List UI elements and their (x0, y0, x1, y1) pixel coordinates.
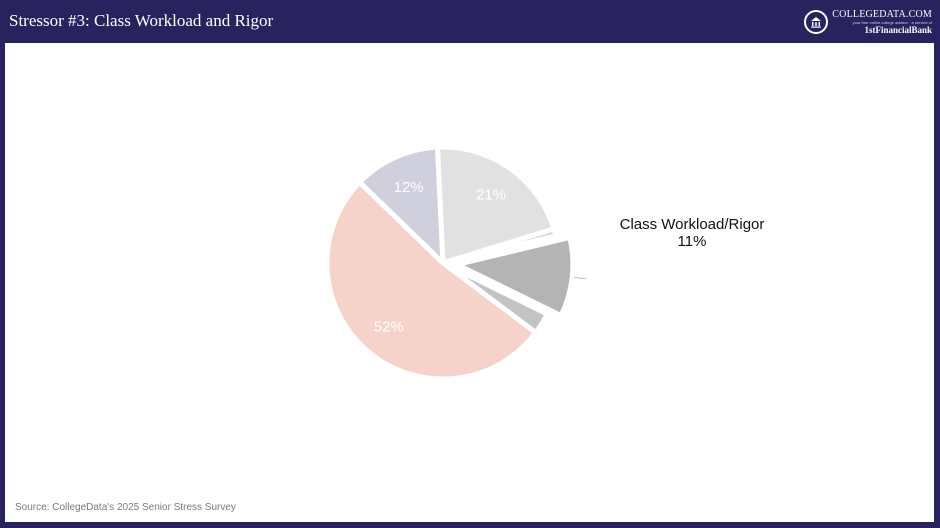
callout-value: 11% (677, 233, 707, 250)
slice-label: 21% (476, 187, 506, 204)
callout-leader-line (574, 276, 587, 280)
logo-name: COLLEGEDATA.COM (832, 8, 932, 20)
slice-label: 12% (394, 179, 424, 196)
pie-slice (324, 179, 539, 382)
pie-chart: 52% 12% 21% (324, 144, 587, 382)
callout-category: Class Workload/Rigor (619, 216, 765, 233)
pie-slice (435, 144, 557, 266)
slide-content: 52% 12% 21% Class Workload/Rigor 11% Sourc… (5, 43, 934, 522)
pie-slice (454, 234, 576, 319)
logo-bank: 1stFinancialBank (864, 24, 932, 35)
collegedata-logo: COLLEGEDATA.COM your free online college… (804, 5, 932, 39)
seal-icon (804, 10, 829, 34)
slide-title: Stressor #3: Class Workload and Rigor (9, 11, 274, 30)
callout-label: Class Workload/Rigor 11% (617, 216, 767, 250)
pie-slice (440, 226, 559, 266)
pie-slice (357, 144, 446, 266)
slice-label: 52% (374, 319, 404, 336)
logo-tagline: your free online college advisor · a ser… (852, 19, 932, 25)
title-bar: Stressor #3: Class Workload and Rigor CO… (0, 0, 940, 43)
source-note: Source: CollegeData's 2025 Senior Stress… (15, 502, 236, 513)
